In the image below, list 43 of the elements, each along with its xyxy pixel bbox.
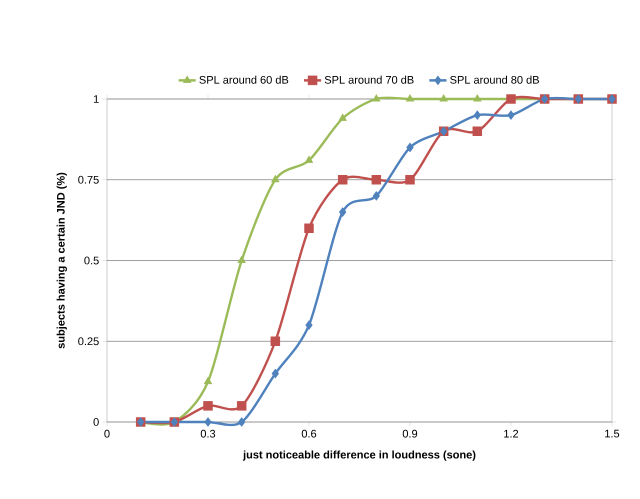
x-tick-label: 1.2 [504,430,518,438]
point [440,94,448,102]
legend-label: SPL around 60 dB [199,76,288,84]
legend-label: SPL around 80 dB [450,76,539,84]
point [339,207,346,217]
point [507,110,515,120]
x-tick-label: 0.9 [402,430,418,438]
x-axis-title: just noticeable difference in loudness (sone) [242,450,476,461]
y-tick-label: 0.25 [78,337,99,346]
point [238,256,246,263]
point [203,401,213,411]
y-tick-label: 0.5 [84,256,99,264]
point [406,142,414,152]
x-tick-label: 1.5 [605,430,620,438]
point [238,417,246,427]
point [472,126,482,136]
point [271,175,280,182]
point [270,336,280,346]
point [338,114,347,121]
point [236,401,246,411]
point [372,191,380,201]
x-tick-label: 0.6 [302,430,316,438]
y-tick-label: 1 [94,95,99,103]
point [304,156,314,163]
y-tick-label: 0.75 [78,176,99,184]
point [372,175,382,184]
y-axis-title: subjects having a certain JND (%) [56,172,67,348]
point [272,368,279,378]
legend-label: SPL around 70 dB [324,76,414,84]
point [338,175,348,184]
point [474,110,481,120]
y-tick-label: 0 [94,418,99,426]
x-tick-label: 0 [104,430,110,438]
point [372,94,380,102]
point [304,223,314,233]
point [473,94,482,102]
point [305,320,313,330]
x-tick-label: 0.3 [200,430,216,438]
point [405,175,415,184]
point [506,94,516,104]
point [204,376,212,384]
point [406,94,414,102]
point [204,417,212,427]
